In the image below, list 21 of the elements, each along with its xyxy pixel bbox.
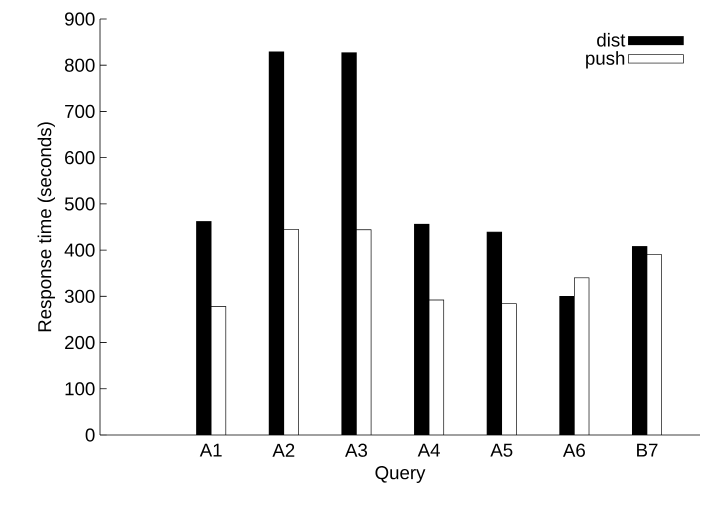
x-axis-title: Query — [375, 466, 426, 483]
y-tick-label: 500 — [64, 197, 95, 210]
x-tick-label: A3 — [345, 444, 368, 457]
x-tick-label: A1 — [200, 444, 222, 457]
y-tick-label: 900 — [65, 12, 95, 26]
y-axis-title: Response time (seconds) — [38, 122, 55, 332]
legend-label: dist — [597, 32, 626, 47]
y-tick-label: 200 — [65, 336, 95, 350]
x-tick-label: A5 — [490, 444, 512, 457]
y-tick-label: 0 — [86, 428, 95, 442]
y-tick-label: 300 — [64, 290, 95, 303]
x-tick-label: B7 — [637, 444, 658, 457]
y-tick-label: 800 — [64, 58, 95, 72]
x-tick-label: A2 — [272, 444, 294, 457]
x-tick-label: A6 — [562, 444, 585, 457]
legend-label: push — [586, 51, 624, 68]
x-tick-label: A4 — [418, 444, 440, 457]
y-tick-label: 400 — [64, 243, 95, 257]
y-tick-label: 100 — [66, 382, 95, 396]
y-tick-label: 600 — [65, 151, 95, 164]
y-tick-label: 700 — [65, 104, 95, 118]
